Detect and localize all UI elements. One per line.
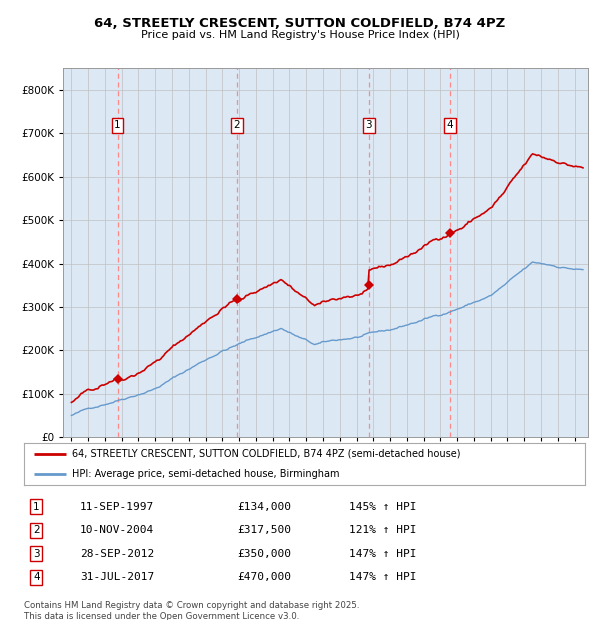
Text: HPI: Average price, semi-detached house, Birmingham: HPI: Average price, semi-detached house,… — [71, 469, 339, 479]
Text: 2: 2 — [33, 525, 40, 535]
Text: 1: 1 — [114, 120, 121, 130]
Text: 28-SEP-2012: 28-SEP-2012 — [80, 549, 154, 559]
Text: 145% ↑ HPI: 145% ↑ HPI — [349, 502, 417, 512]
Text: 121% ↑ HPI: 121% ↑ HPI — [349, 525, 417, 535]
Text: 64, STREETLY CRESCENT, SUTTON COLDFIELD, B74 4PZ (semi-detached house): 64, STREETLY CRESCENT, SUTTON COLDFIELD,… — [71, 449, 460, 459]
Text: 11-SEP-1997: 11-SEP-1997 — [80, 502, 154, 512]
Text: Price paid vs. HM Land Registry's House Price Index (HPI): Price paid vs. HM Land Registry's House … — [140, 30, 460, 40]
Text: £470,000: £470,000 — [237, 572, 291, 582]
Text: 1: 1 — [33, 502, 40, 512]
Text: 4: 4 — [447, 120, 454, 130]
Text: £134,000: £134,000 — [237, 502, 291, 512]
Text: 3: 3 — [365, 120, 372, 130]
Text: 31-JUL-2017: 31-JUL-2017 — [80, 572, 154, 582]
Text: 64, STREETLY CRESCENT, SUTTON COLDFIELD, B74 4PZ: 64, STREETLY CRESCENT, SUTTON COLDFIELD,… — [94, 17, 506, 30]
Text: 2: 2 — [233, 120, 240, 130]
Text: 147% ↑ HPI: 147% ↑ HPI — [349, 549, 417, 559]
Text: 147% ↑ HPI: 147% ↑ HPI — [349, 572, 417, 582]
Text: £350,000: £350,000 — [237, 549, 291, 559]
Text: 4: 4 — [33, 572, 40, 582]
Text: 3: 3 — [33, 549, 40, 559]
Text: 10-NOV-2004: 10-NOV-2004 — [80, 525, 154, 535]
Text: £317,500: £317,500 — [237, 525, 291, 535]
Text: Contains HM Land Registry data © Crown copyright and database right 2025.
This d: Contains HM Land Registry data © Crown c… — [24, 601, 359, 620]
